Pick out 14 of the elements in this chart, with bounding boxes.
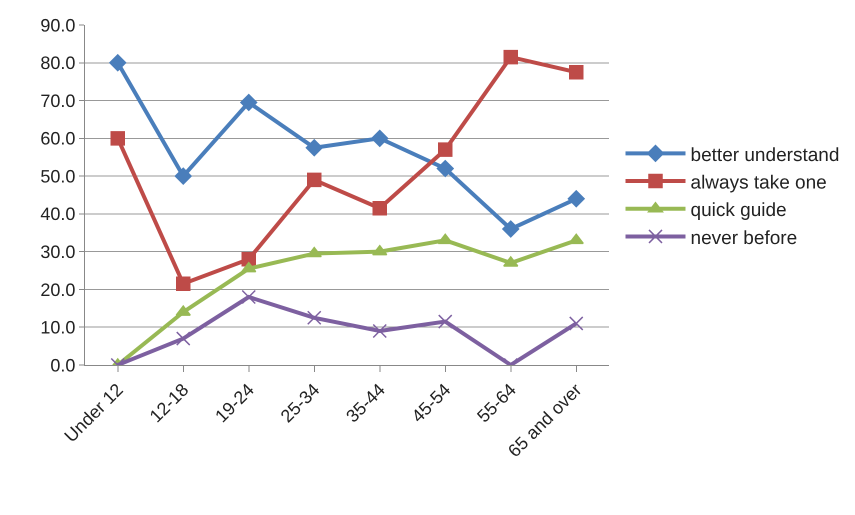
y-tick-label: 10.0	[40, 318, 76, 338]
y-tick-label: 30.0	[40, 242, 76, 262]
y-tick-label: 0.0	[50, 355, 76, 376]
legend-label: better understand	[690, 144, 840, 166]
legend-label: never before	[690, 228, 798, 249]
legend-label: quick guide	[690, 200, 787, 222]
y-tick-label: 90.0	[40, 15, 76, 36]
y-tick-label: 40.0	[40, 204, 76, 224]
legend-label: always take one	[690, 172, 827, 194]
y-tick-label: 60.0	[40, 128, 76, 149]
y-tick-label: 50.0	[40, 166, 76, 186]
y-tick-label: 80.0	[40, 53, 76, 74]
y-tick-label: 70.0	[40, 90, 76, 111]
y-tick-label: 20.0	[40, 280, 76, 300]
